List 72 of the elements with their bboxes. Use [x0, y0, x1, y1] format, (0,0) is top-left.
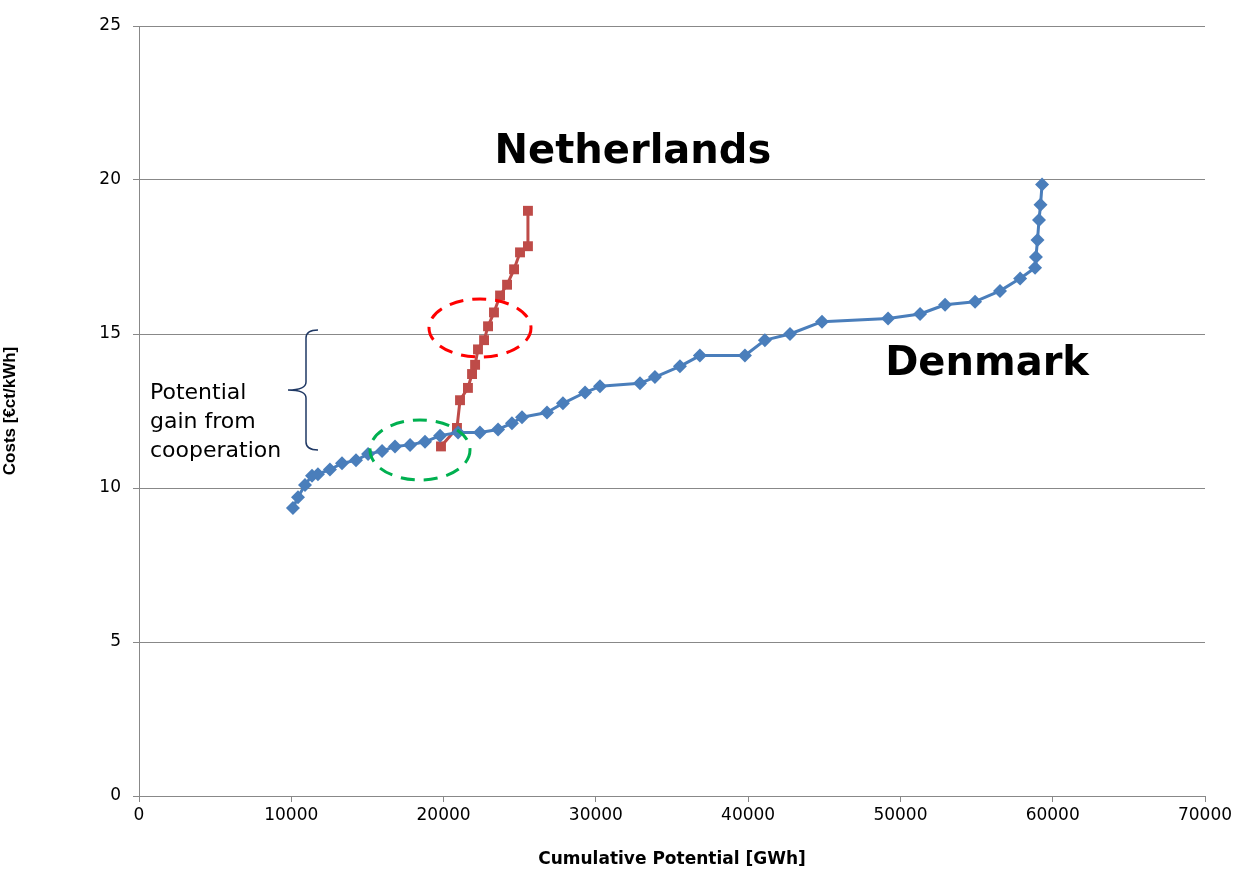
point [913, 306, 928, 321]
point [1030, 233, 1045, 248]
point [322, 462, 337, 477]
point [455, 395, 465, 406]
x-tick-label: 10000 [264, 803, 319, 824]
point [479, 335, 490, 346]
point [592, 379, 607, 394]
x-tick-label: 70000 [1177, 803, 1233, 824]
point [539, 405, 554, 420]
point [647, 370, 662, 385]
y-tick-label: 25 [99, 14, 121, 35]
point [515, 247, 525, 258]
point [938, 297, 953, 312]
series-label: Netherlands [494, 126, 772, 173]
point [578, 385, 593, 400]
point [349, 453, 364, 468]
point [1013, 271, 1028, 286]
point [522, 205, 533, 216]
point [522, 241, 533, 252]
x-tick-label: 50000 [873, 803, 928, 824]
point [692, 348, 707, 363]
point [472, 425, 487, 440]
point [433, 428, 448, 443]
point [504, 416, 519, 431]
point [403, 437, 418, 452]
y-tick-label: 20 [99, 168, 121, 189]
point [335, 456, 349, 471]
point [473, 344, 483, 355]
point [1035, 177, 1050, 192]
point [993, 283, 1008, 298]
point [815, 314, 829, 329]
point [375, 444, 390, 459]
y-tick-label: 5 [110, 630, 121, 651]
point [417, 434, 432, 449]
point [436, 441, 446, 452]
point [462, 382, 473, 393]
y-tick-label: 10 [99, 476, 121, 497]
y-tick-label: 15 [99, 322, 121, 343]
y-tick-label: 0 [110, 784, 121, 805]
point [1032, 213, 1047, 228]
point [489, 307, 499, 318]
point [502, 279, 513, 290]
point [483, 321, 493, 332]
point [1028, 250, 1043, 264]
point [290, 490, 305, 505]
point [555, 396, 570, 411]
point [737, 348, 752, 363]
point [881, 311, 896, 326]
x-tick-label: 20000 [416, 803, 471, 824]
point [509, 264, 520, 275]
x-axis-title: Cumulative Potential [GWh] [538, 848, 806, 869]
annotation: Potential gain from cooperation [150, 378, 283, 464]
point [285, 501, 300, 516]
point [515, 410, 529, 425]
x-tick-label: 30000 [568, 803, 623, 824]
point [968, 294, 983, 309]
point [491, 422, 506, 437]
point [467, 369, 477, 379]
point [297, 477, 312, 492]
point [387, 439, 402, 454]
x-tick-label: 60000 [1025, 803, 1080, 824]
point [470, 359, 481, 370]
point [783, 327, 798, 341]
point [1033, 197, 1048, 212]
series-label: Denmark [885, 338, 1091, 385]
x-tick-label: 0 [133, 803, 145, 824]
x-tick-label: 40000 [721, 803, 776, 824]
point [1028, 260, 1043, 275]
point [633, 376, 648, 391]
point [672, 359, 687, 374]
y-axis-title: Costs [€ct/kWh] [0, 346, 19, 476]
point [757, 333, 772, 348]
